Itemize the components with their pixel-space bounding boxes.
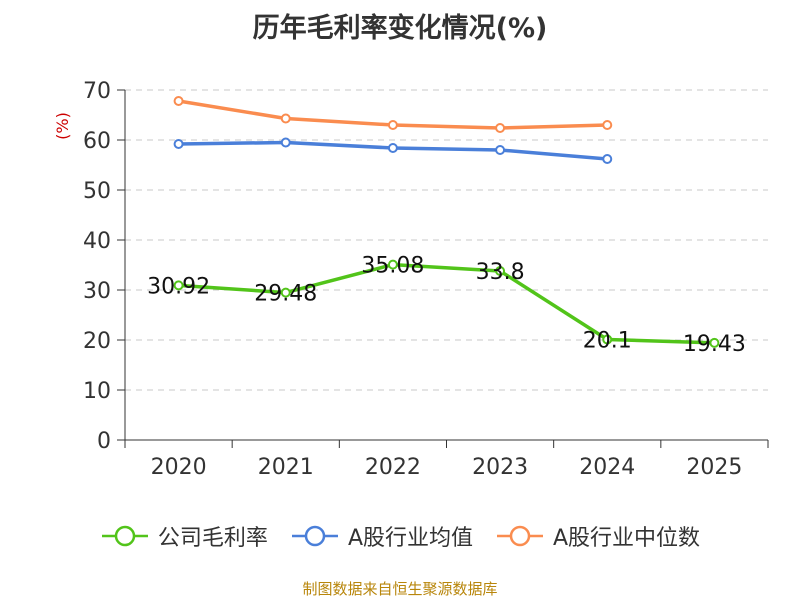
- legend-item-industry-mean[interactable]: A股行业均值: [290, 520, 473, 552]
- data-point: [173, 96, 184, 106]
- y-tick-label: 20: [83, 329, 111, 354]
- data-label: 19.43: [683, 332, 746, 357]
- data-point: [387, 259, 398, 270]
- data-label: 33.8: [476, 260, 525, 285]
- data-label: 30.92: [147, 274, 210, 299]
- y-tick-label: 40: [83, 229, 111, 254]
- data-point: [387, 143, 398, 153]
- series-line: [178, 262, 715, 345]
- y-tick-label: 60: [83, 129, 111, 154]
- legend-label: A股行业均值: [347, 526, 473, 551]
- data-point: [495, 266, 506, 276]
- data-point: [280, 287, 291, 298]
- y-tick-label: 10: [83, 379, 111, 404]
- x-tick-label: 2020: [151, 455, 207, 480]
- legend-marker-icon: [101, 525, 148, 547]
- legend-marker-icon: [291, 525, 338, 547]
- data-point: [709, 337, 720, 348]
- x-tick-label: 2021: [258, 455, 314, 480]
- x-tick-label: 2025: [686, 455, 742, 480]
- y-tick-label: 30: [83, 279, 111, 304]
- legend-label: A股行业中位数: [553, 526, 701, 551]
- grid-layer: [125, 89, 768, 391]
- data-point: [173, 280, 184, 291]
- data-point: [602, 120, 613, 130]
- legend-item-industry-median[interactable]: A股行业中位数: [495, 520, 700, 552]
- legend-marker-icon: [497, 525, 543, 547]
- y-axis-label: (%): [53, 112, 72, 140]
- data-point: [280, 113, 291, 124]
- legend-item-company[interactable]: 公司毛利率: [100, 520, 268, 552]
- data-point: [495, 145, 506, 155]
- x-tick-label: 2023: [472, 455, 528, 480]
- data-point: [173, 139, 184, 149]
- data-point: [602, 334, 613, 345]
- y-tick-label: 50: [83, 179, 111, 204]
- data-label: 35.08: [361, 254, 424, 279]
- data-source-note: 制图数据来自恒生聚源数据库: [302, 580, 498, 598]
- chart-title: 历年毛利率变化情况(%): [252, 13, 548, 44]
- data-point: [495, 123, 506, 133]
- data-label: 20.1: [583, 329, 632, 354]
- label-layer: 30.92 29.48 35.08 33.8 20.1 19.43: [147, 254, 746, 357]
- y-tick-label: 70: [83, 79, 111, 104]
- data-point: [280, 137, 291, 148]
- legend-label: 公司毛利率: [157, 526, 268, 551]
- series-layer: [173, 96, 720, 348]
- legend: 公司毛利率 A股行业均值 A股行业中位数: [0, 520, 800, 552]
- x-tick-label: 2024: [579, 455, 635, 480]
- data-point: [387, 120, 398, 130]
- data-point: [602, 154, 613, 164]
- x-tick-label: 2022: [365, 455, 421, 480]
- y-tick-label: 0: [97, 429, 111, 454]
- data-label: 29.48: [254, 282, 317, 307]
- axis-layer: 0 10 20 30 40 50 60 70 2020 2021 2022 2023 2024 2025 (…: [53, 79, 769, 480]
